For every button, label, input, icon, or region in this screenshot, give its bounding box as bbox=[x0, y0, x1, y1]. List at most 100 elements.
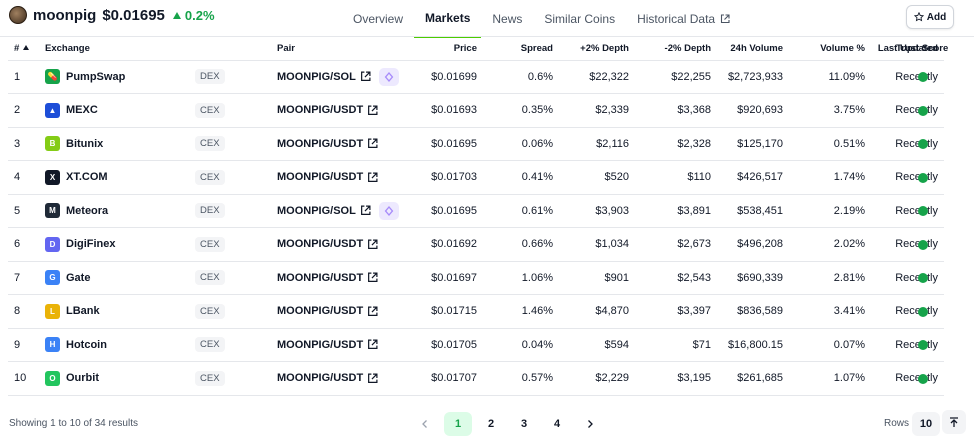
add-button[interactable]: Add bbox=[906, 5, 954, 29]
exchange-cell[interactable]: M Meteora bbox=[39, 194, 189, 228]
tab-markets[interactable]: Markets bbox=[414, 0, 482, 38]
external-link-icon[interactable] bbox=[360, 205, 371, 216]
exchange-cell[interactable]: 💊 PumpSwap bbox=[39, 60, 189, 94]
exchange-cell[interactable]: O Ourbit bbox=[39, 361, 189, 396]
pair-name[interactable]: MOONPIG/USDT bbox=[277, 271, 364, 284]
exchange-name[interactable]: Bitunix bbox=[66, 137, 104, 150]
external-link-icon[interactable] bbox=[367, 373, 378, 384]
spread-cell: 0.6% bbox=[483, 60, 559, 94]
last-updated-cell: Recently bbox=[871, 127, 944, 161]
exchange-name[interactable]: DigiFinex bbox=[66, 238, 116, 251]
pair-name[interactable]: MOONPIG/SOL bbox=[277, 70, 356, 83]
external-link-icon[interactable] bbox=[367, 272, 378, 283]
pair-cell[interactable]: MOONPIG/USDT bbox=[271, 127, 421, 161]
table-row[interactable]: 8 L LBank CEX MOONPIG/USDT $0.01715 1.46% $4,87… bbox=[8, 294, 944, 329]
page-2-button[interactable]: 2 bbox=[487, 418, 495, 430]
table-row[interactable]: 2 ▲ MEXC CEX MOONPIG/USDT $0.01693 0.35% $2,339… bbox=[8, 93, 944, 128]
header-exchange[interactable]: Exchange bbox=[39, 38, 189, 61]
volume-pct-cell: 2.02% bbox=[789, 227, 871, 262]
exchange-name[interactable]: Hotcoin bbox=[66, 338, 107, 351]
pair-name[interactable]: MOONPIG/USDT bbox=[277, 171, 364, 184]
header-rank[interactable]: # bbox=[8, 38, 39, 61]
pair-name[interactable]: MOONPIG/USDT bbox=[277, 137, 364, 150]
external-link-icon[interactable] bbox=[367, 105, 378, 116]
header-spread[interactable]: Spread bbox=[483, 38, 559, 61]
header-price[interactable]: Price bbox=[421, 38, 483, 61]
exchange-name[interactable]: MEXC bbox=[66, 104, 98, 117]
exchange-cell[interactable]: D DigiFinex bbox=[39, 227, 189, 262]
exchange-name[interactable]: Ourbit bbox=[66, 372, 99, 385]
pair-name[interactable]: MOONPIG/USDT bbox=[277, 238, 364, 251]
page-3-button[interactable]: 3 bbox=[520, 418, 528, 430]
tab-similar-coins[interactable]: Similar Coins bbox=[533, 0, 626, 38]
pair-cell[interactable]: MOONPIG/USDT bbox=[271, 328, 421, 362]
pair-cell[interactable]: MOONPIG/USDT bbox=[271, 361, 421, 396]
table-row[interactable]: 3 B Bitunix CEX MOONPIG/USDT $0.01695 0.06% $2,… bbox=[8, 127, 944, 161]
tab-news[interactable]: News bbox=[481, 0, 533, 38]
header-last-updated[interactable]: Last Updated bbox=[871, 38, 944, 61]
exchange-cell[interactable]: B Bitunix bbox=[39, 127, 189, 161]
table-row[interactable]: 4 X XT.COM CEX MOONPIG/USDT $0.01703 0.41% $520… bbox=[8, 160, 944, 195]
pair-cell[interactable]: MOONPIG/USDT bbox=[271, 160, 421, 195]
external-link-icon[interactable] bbox=[360, 71, 371, 82]
header-volume-pct[interactable]: Volume % bbox=[789, 38, 871, 61]
table-row[interactable]: 6 D DigiFinex CEX MOONPIG/USDT $0.01692 0.66% $… bbox=[8, 227, 944, 262]
exchange-name[interactable]: LBank bbox=[66, 305, 100, 318]
table-row[interactable]: 1 💊 PumpSwap DEX MOONPIG/SOL $0.01699 0.6% $22,… bbox=[8, 60, 944, 94]
header-24h-volume[interactable]: 24h Volume bbox=[717, 38, 789, 61]
pair-name[interactable]: MOONPIG/USDT bbox=[277, 305, 364, 318]
table-row[interactable]: 7 G Gate CEX MOONPIG/USDT $0.01697 1.06% $901 $2… bbox=[8, 261, 944, 295]
pair-name[interactable]: MOONPIG/USDT bbox=[277, 104, 364, 117]
exchange-name[interactable]: PumpSwap bbox=[66, 70, 126, 83]
external-link-icon[interactable] bbox=[367, 239, 378, 250]
exchange-logo-icon: M bbox=[45, 203, 60, 219]
pair-cell[interactable]: MOONPIG/USDT bbox=[271, 93, 421, 128]
pair-name[interactable]: MOONPIG/USDT bbox=[277, 338, 364, 351]
exchange-name[interactable]: XT.COM bbox=[66, 171, 108, 184]
header-divider bbox=[0, 36, 974, 37]
spread-cell: 0.61% bbox=[483, 194, 559, 228]
header-plus2-depth[interactable]: +2% Depth bbox=[559, 38, 635, 61]
external-link-icon[interactable] bbox=[367, 306, 378, 317]
pair-cell[interactable]: MOONPIG/SOL bbox=[271, 194, 421, 228]
external-link-icon[interactable] bbox=[367, 339, 378, 350]
tab-historical-data[interactable]: Historical Data bbox=[626, 0, 741, 38]
exchange-cell[interactable]: G Gate bbox=[39, 261, 189, 295]
exchange-name[interactable]: Meteora bbox=[66, 204, 109, 217]
pair-cell[interactable]: MOONPIG/USDT bbox=[271, 261, 421, 295]
pair-name[interactable]: MOONPIG/SOL bbox=[277, 204, 356, 217]
volume-pct-cell: 1.74% bbox=[789, 160, 871, 195]
table-row[interactable]: 5 M Meteora DEX MOONPIG/SOL $0.01695 0.61% $3,9… bbox=[8, 194, 944, 228]
pair-cell[interactable]: MOONPIG/USDT bbox=[271, 227, 421, 262]
header-pair[interactable]: Pair bbox=[271, 38, 421, 61]
pair-cell[interactable]: MOONPIG/USDT bbox=[271, 294, 421, 329]
coin-header: moonpig $0.01695 0.2% Overview Markets N… bbox=[0, 0, 974, 38]
exchange-cell[interactable]: H Hotcoin bbox=[39, 328, 189, 362]
external-link-icon[interactable] bbox=[367, 138, 378, 149]
header-minus2-depth[interactable]: -2% Depth bbox=[635, 38, 717, 61]
scroll-to-top-button[interactable] bbox=[942, 410, 966, 434]
external-link-icon[interactable] bbox=[367, 172, 378, 183]
pair-name[interactable]: MOONPIG/USDT bbox=[277, 372, 364, 385]
pair-cell[interactable]: MOONPIG/SOL bbox=[271, 60, 421, 94]
prev-page-button[interactable] bbox=[411, 412, 439, 436]
page-4-button[interactable]: 4 bbox=[553, 418, 561, 430]
rank-cell: 3 bbox=[8, 127, 39, 161]
volume-cell: $261,685 bbox=[717, 361, 789, 396]
exchange-type-badge: CEX bbox=[195, 236, 225, 252]
exchange-cell[interactable]: ▲ MEXC bbox=[39, 93, 189, 128]
exchange-cell[interactable]: X XT.COM bbox=[39, 160, 189, 195]
type-cell: CEX bbox=[189, 294, 271, 329]
exchange-name[interactable]: Gate bbox=[66, 271, 91, 284]
page-1-button[interactable]: 1 bbox=[444, 412, 472, 436]
exchange-cell[interactable]: L LBank bbox=[39, 294, 189, 329]
price-change: 0.2% bbox=[172, 8, 215, 23]
table-row[interactable]: 10 O Ourbit CEX MOONPIG/USDT $0.01707 0.57% $2,… bbox=[8, 361, 944, 396]
tab-overview[interactable]: Overview bbox=[342, 0, 414, 38]
rows-per-page-select[interactable]: 10 bbox=[912, 412, 940, 436]
minus2-depth-cell: $2,543 bbox=[635, 261, 717, 295]
next-page-button[interactable] bbox=[576, 412, 604, 436]
minus2-depth-cell: $22,255 bbox=[635, 60, 717, 94]
header-trust-score[interactable]: Trust Score bbox=[896, 43, 949, 54]
table-row[interactable]: 9 H Hotcoin CEX MOONPIG/USDT $0.01705 0.04% $59… bbox=[8, 328, 944, 362]
